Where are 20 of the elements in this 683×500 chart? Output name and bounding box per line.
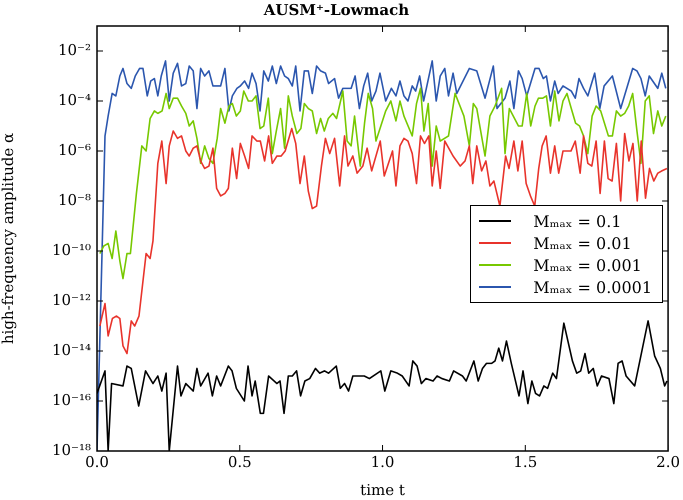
y-tick-label: 10⁻² xyxy=(58,40,91,59)
legend-label: Mₘₐₓ = 0.01 xyxy=(533,234,632,252)
x-axis-title: time t xyxy=(360,480,405,499)
chart-title: AUSM⁺-Lowmach xyxy=(262,0,410,19)
y-tick-label: 10⁻¹⁰ xyxy=(52,240,91,259)
x-tick-label: 0.0 xyxy=(85,452,109,471)
y-axis-title: high-frequency amplitude α xyxy=(0,132,17,344)
y-tick-label: 10⁻⁶ xyxy=(58,140,91,159)
x-tick-label: 0.5 xyxy=(228,452,252,471)
y-tick-label: 10⁻⁸ xyxy=(58,190,91,209)
y-tick-label: 10⁻¹⁶ xyxy=(52,390,91,409)
x-tick-label: 1.0 xyxy=(370,452,394,471)
y-tick-label: 10⁻¹⁴ xyxy=(52,340,91,359)
legend-label: Mₘₐₓ = 0.001 xyxy=(533,256,642,274)
legend-label: Mₘₐₓ = 0.0001 xyxy=(533,278,652,296)
x-tick-label: 2.0 xyxy=(656,452,680,471)
y-tick-label: 10⁻⁴ xyxy=(58,90,91,109)
legend-label: Mₘₐₓ = 0.1 xyxy=(533,212,622,230)
x-tick-label: 1.5 xyxy=(513,452,538,471)
y-tick-label: 10⁻¹² xyxy=(52,290,91,309)
